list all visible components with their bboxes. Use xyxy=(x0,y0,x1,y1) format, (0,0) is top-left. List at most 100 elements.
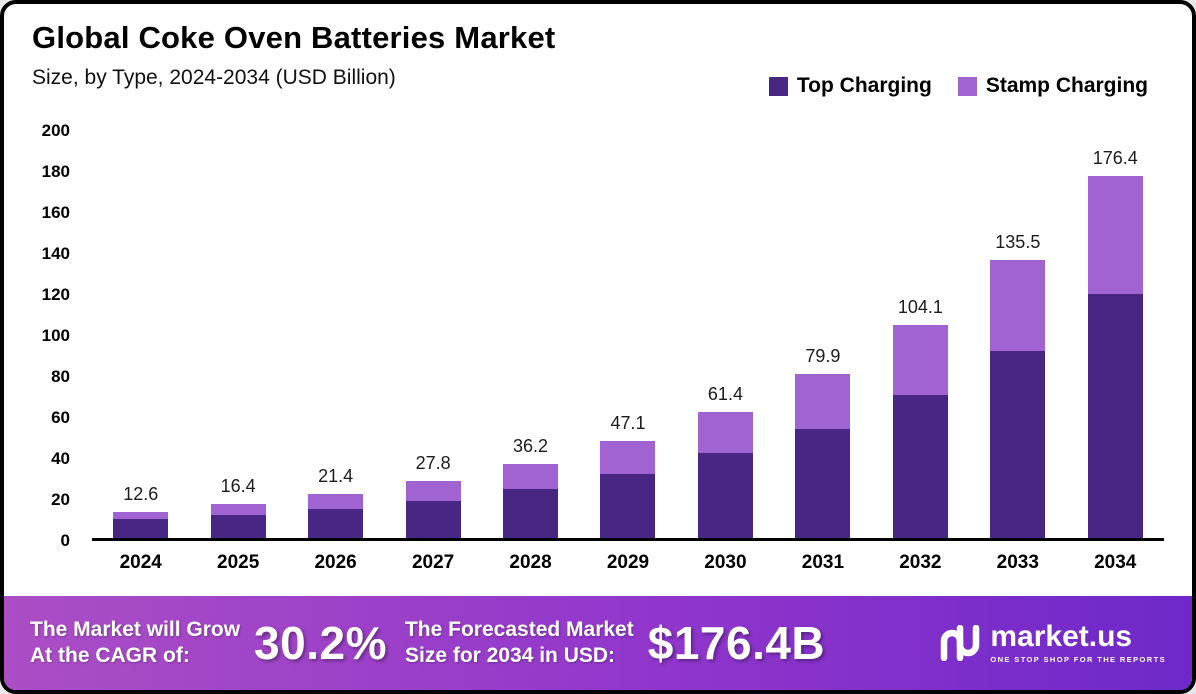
cagr-label: The Market will Grow At the CAGR of: xyxy=(30,617,240,670)
legend-swatch xyxy=(957,76,977,96)
forecast-label-line2: Size for 2034 in USD: xyxy=(404,644,616,667)
legend-label: Stamp Charging xyxy=(985,74,1148,97)
x-axis-label: 2029 xyxy=(606,552,650,573)
bar-segment-top-charging xyxy=(892,394,948,538)
x-axis-label: 2028 xyxy=(509,552,552,573)
bar-segment-stamp-charging xyxy=(892,324,948,395)
bar-segment-stamp-charging xyxy=(308,494,364,510)
x-axis-label: 2032 xyxy=(899,552,942,573)
plot-columns: 12.6 16.4 21.4 27.8 36.2 47.1 61.4 79.9 104.1 135… xyxy=(92,131,1164,541)
bar-total-label: 176.4 xyxy=(1092,148,1138,169)
y-tick-label: 180 xyxy=(41,162,70,181)
bar-column: 12.6 xyxy=(92,131,189,538)
bar-column: 36.2 xyxy=(482,131,579,538)
bar-column: 21.4 xyxy=(287,131,384,538)
bar-segment-top-charging xyxy=(405,501,461,538)
y-tick-label: 160 xyxy=(41,203,70,222)
bar-segment-top-charging xyxy=(210,515,266,538)
bar-segment-stamp-charging xyxy=(697,412,753,454)
legend-item: Stamp Charging xyxy=(957,74,1148,98)
bar-segment-stamp-charging xyxy=(795,374,851,429)
marketus-brand: market.us ONE STOP SHOP FOR THE REPORTS xyxy=(938,622,1166,664)
cagr-label-line1: The Market will Grow xyxy=(30,617,241,641)
bar-segment-top-charging xyxy=(990,351,1046,538)
bar-column: 176.4 xyxy=(1067,131,1164,538)
bar-total-label: 135.5 xyxy=(995,232,1041,253)
bar-column: 61.4 xyxy=(677,131,774,538)
stacked-bar xyxy=(795,374,851,538)
bar-total-label: 79.9 xyxy=(805,346,841,367)
forecast-label-line1: The Forecasted Market xyxy=(404,617,634,641)
stacked-bar xyxy=(892,324,948,538)
x-axis-label: 2027 xyxy=(411,552,455,573)
x-axis-label: 2031 xyxy=(801,552,845,573)
bar-total-label: 12.6 xyxy=(123,484,159,505)
bar-segment-top-charging xyxy=(113,518,169,538)
chart-title: Global Coke Oven Batteries Market xyxy=(32,20,556,55)
brand-text: market.us ONE STOP SHOP FOR THE REPORTS xyxy=(990,620,1166,665)
legend-label: Top Charging xyxy=(796,74,932,97)
legend-swatch xyxy=(768,76,788,96)
bar-segment-top-charging xyxy=(697,453,753,538)
x-axis: 2024 2025 2026 2027 2028 2029 2030 2031 2032 2033… xyxy=(92,552,1164,574)
footer-banner: The Market will Grow At the CAGR of: 30.… xyxy=(4,596,1192,690)
forecast-value: $176.4B xyxy=(647,617,826,669)
bar-segment-top-charging xyxy=(600,474,656,538)
chart-subtitle: Size, by Type, 2024-2034 (USD Billion) xyxy=(32,66,396,89)
brand-name: market.us xyxy=(990,620,1133,653)
bar-column: 16.4 xyxy=(189,131,286,538)
bar-segment-stamp-charging xyxy=(1087,176,1143,295)
x-axis-label: 2034 xyxy=(1094,552,1137,573)
bar-segment-stamp-charging xyxy=(210,504,266,516)
bar-segment-stamp-charging xyxy=(113,512,169,519)
stacked-bar xyxy=(308,494,364,538)
y-tick-label: 60 xyxy=(51,408,70,427)
stacked-bar xyxy=(1087,176,1143,538)
brand-tagline: ONE STOP SHOP FOR THE REPORTS xyxy=(990,655,1166,664)
bar-column: 79.9 xyxy=(774,131,871,538)
bar-segment-top-charging xyxy=(795,428,851,538)
y-axis: 0 20 40 60 80 100 120 140 160 180 200 xyxy=(4,121,80,550)
stacked-bar xyxy=(113,512,169,538)
stacked-bar xyxy=(210,504,266,538)
x-axis-label: 2026 xyxy=(314,552,357,573)
y-tick-label: 20 xyxy=(51,490,70,509)
stacked-bar xyxy=(697,412,753,538)
x-axis-label: 2024 xyxy=(119,552,162,573)
cagr-value: 30.2% xyxy=(254,617,387,669)
bar-total-label: 61.4 xyxy=(707,384,743,405)
bar-segment-stamp-charging xyxy=(600,441,656,475)
bar-total-label: 104.1 xyxy=(897,296,943,317)
y-tick-label: 40 xyxy=(51,449,70,468)
bar-column: 27.8 xyxy=(384,131,481,538)
stacked-bar xyxy=(405,481,461,538)
bar-column: 104.1 xyxy=(872,131,969,538)
stacked-bar xyxy=(990,260,1046,538)
marketus-logo-icon xyxy=(941,625,980,661)
legend: Top Charging Stamp Charging xyxy=(768,74,1148,98)
y-tick-label: 140 xyxy=(41,244,70,263)
bar-segment-top-charging xyxy=(503,489,559,538)
cagr-label-line2: At the CAGR of: xyxy=(30,644,190,667)
stacked-bar xyxy=(503,463,559,538)
bar-segment-stamp-charging xyxy=(503,463,559,490)
bar-total-label: 47.1 xyxy=(610,413,646,434)
bar-column: 135.5 xyxy=(969,131,1066,538)
bar-total-label: 21.4 xyxy=(318,466,354,487)
y-tick-label: 0 xyxy=(60,531,70,550)
bar-segment-stamp-charging xyxy=(990,260,1046,352)
bar-total-label: 36.2 xyxy=(513,435,549,456)
bar-segment-stamp-charging xyxy=(405,481,461,502)
bar-column: 47.1 xyxy=(579,131,676,538)
bar-total-label: 16.4 xyxy=(220,476,256,497)
y-tick-label: 120 xyxy=(41,285,70,304)
stacked-bar xyxy=(600,441,656,538)
forecast-label: The Forecasted Market Size for 2034 in U… xyxy=(405,617,634,670)
x-axis-label: 2030 xyxy=(704,552,747,573)
y-tick-label: 200 xyxy=(41,121,70,140)
legend-item: Top Charging xyxy=(768,74,932,98)
x-axis-label: 2033 xyxy=(996,552,1039,573)
bar-segment-top-charging xyxy=(308,509,364,538)
bar-total-label: 27.8 xyxy=(415,453,451,474)
